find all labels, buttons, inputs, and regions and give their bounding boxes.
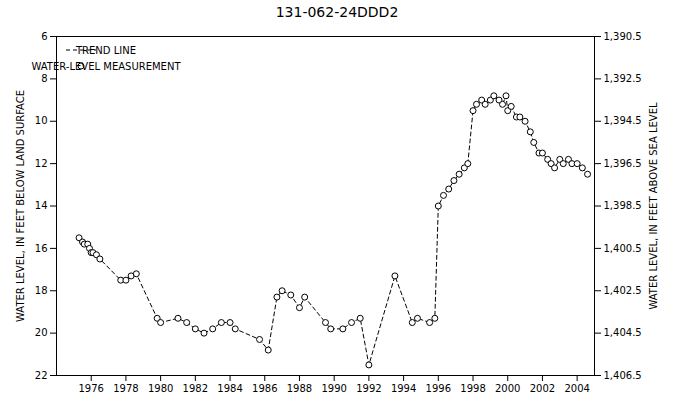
svg-text:18: 18 [35,285,48,296]
svg-text:2000: 2000 [495,383,520,394]
svg-text:6: 6 [41,31,47,42]
svg-text:20: 20 [35,327,48,338]
svg-text:1986: 1986 [252,383,277,394]
svg-text:1978: 1978 [113,383,138,394]
html-text:131-062-24DDD2: 131-062-24DDD2 [275,4,399,20]
svg-text:16: 16 [35,243,48,254]
svg-text:8: 8 [41,73,47,84]
svg-text:1996: 1996 [426,383,451,394]
svg-text:1,396.5: 1,396.5 [604,158,642,169]
svg-text:1,398.5: 1,398.5 [604,200,642,211]
svg-text:WATER-LEVEL MEASUREMENT: WATER-LEVEL MEASUREMENT [31,61,181,72]
svg-text:2002: 2002 [530,383,555,394]
svg-text:1,400.5: 1,400.5 [604,243,642,254]
svg-text:1,392.5: 1,392.5 [604,73,642,84]
svg-text:1998: 1998 [460,383,485,394]
svg-text:1988: 1988 [287,383,312,394]
svg-text:1980: 1980 [148,383,173,394]
svg-text:1,394.5: 1,394.5 [604,115,642,126]
svg-text:WATER LEVEL, IN FEET ABOVE SEA: WATER LEVEL, IN FEET ABOVE SEA LEVEL [648,102,659,310]
svg-text:22: 22 [35,370,48,381]
svg-text:1976: 1976 [78,383,103,394]
svg-text:1990: 1990 [321,383,346,394]
svg-text:1,406.5: 1,406.5 [604,370,642,381]
svg-text:1994: 1994 [391,383,416,394]
svg-text:TREND LINE: TREND LINE [75,45,136,56]
svg-text:10: 10 [35,115,48,126]
svg-text:1,404.5: 1,404.5 [604,327,642,338]
svg-text:1,390.5: 1,390.5 [604,31,642,42]
svg-text:1992: 1992 [356,383,381,394]
svg-text:2004: 2004 [564,383,589,394]
svg-text:1982: 1982 [183,383,208,394]
svg-text:WATER LEVEL, IN FEET BELOW LAN: WATER LEVEL, IN FEET BELOW LAND SURFACE [15,90,26,322]
svg-text:14: 14 [35,200,48,211]
svg-text:1,402.5: 1,402.5 [604,285,642,296]
svg-text:12: 12 [35,158,48,169]
svg-text:1984: 1984 [217,383,242,394]
